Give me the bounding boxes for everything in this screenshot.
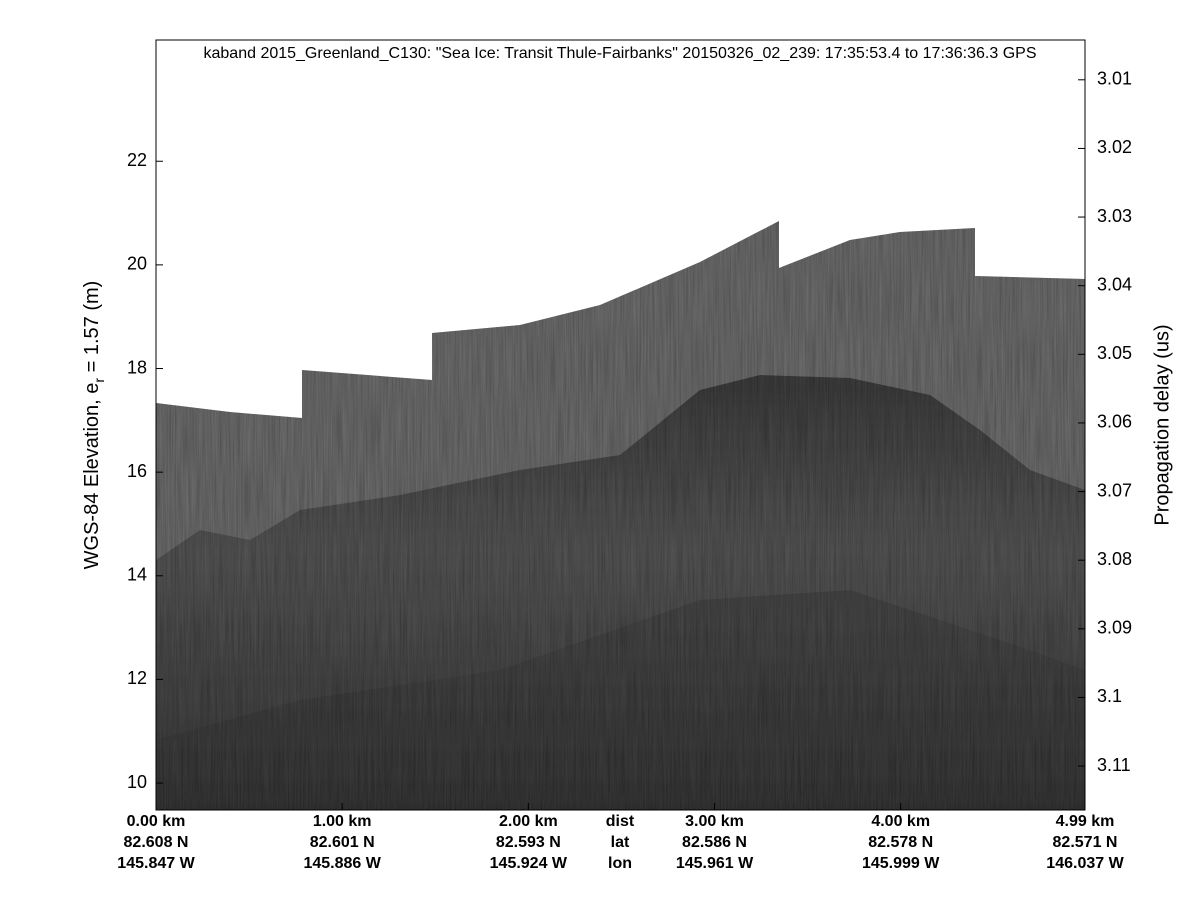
y-tick-label: 22: [127, 150, 147, 170]
x-row-label: lon: [608, 855, 632, 872]
x-lat-label: 82.578 N: [868, 834, 933, 851]
y-tick-label: 18: [127, 357, 147, 377]
y-label-main: WGS-84 Elevation, e: [81, 383, 103, 570]
x-tick-label: 0.00 km: [127, 813, 186, 830]
x-lon-label: 145.999 W: [862, 855, 940, 872]
x-tick-label: 4.00 km: [871, 813, 930, 830]
x-lat-label: 82.601 N: [310, 834, 375, 851]
x-tick-label: 3.00 km: [685, 813, 744, 830]
echogram-image: [156, 221, 1085, 810]
y2-tick-label: 3.09: [1097, 618, 1132, 638]
y2-tick-label: 3.1: [1097, 686, 1122, 706]
y-label-sub: r: [91, 378, 107, 383]
chart-title: kaband 2015_Greenland_C130: "Sea Ice: Tr…: [204, 45, 1037, 62]
y2-tick-label: 3.06: [1097, 412, 1132, 432]
y2-tick-label: 3.08: [1097, 549, 1132, 569]
y-tick-label: 14: [127, 565, 147, 585]
x-lon-label: 146.037 W: [1046, 855, 1124, 872]
y-axis-label: WGS-84 Elevation, er = 1.57 (m): [81, 281, 106, 570]
x-row-label: lat: [611, 834, 630, 851]
y2-tick-label: 3.01: [1097, 69, 1132, 89]
y-tick-label: 10: [127, 772, 147, 792]
x-lat-label: 82.586 N: [682, 834, 747, 851]
y-label-rest: = 1.57 (m): [81, 281, 103, 378]
y2-tick-label: 3.11: [1097, 755, 1131, 775]
x-lon-label: 145.847 W: [117, 855, 195, 872]
y2-axis-label: Propagation delay (us): [1151, 324, 1173, 525]
x-tick-label: 4.99 km: [1056, 813, 1115, 830]
x-lat-label: 82.593 N: [496, 834, 561, 851]
y2-tick-label: 3.07: [1097, 480, 1132, 500]
x-tick-label: 2.00 km: [499, 813, 558, 830]
x-lon-label: 145.961 W: [676, 855, 754, 872]
y2-tick-label: 3.04: [1097, 274, 1132, 294]
y-tick-label: 16: [127, 461, 147, 481]
y-tick-label: 12: [127, 668, 147, 688]
y-tick-label: 20: [127, 254, 147, 274]
x-row-label: dist: [606, 813, 635, 830]
x-lon-label: 145.924 W: [490, 855, 568, 872]
x-tick-label: 1.00 km: [313, 813, 372, 830]
y2-tick-label: 3.02: [1097, 137, 1132, 157]
x-lat-label: 82.608 N: [124, 834, 189, 851]
x-lat-label: 82.571 N: [1053, 834, 1118, 851]
y2-tick-label: 3.03: [1097, 206, 1132, 226]
plot-frame: [155, 39, 1086, 811]
y2-tick-label: 3.05: [1097, 343, 1132, 363]
x-lon-label: 145.886 W: [303, 855, 381, 872]
